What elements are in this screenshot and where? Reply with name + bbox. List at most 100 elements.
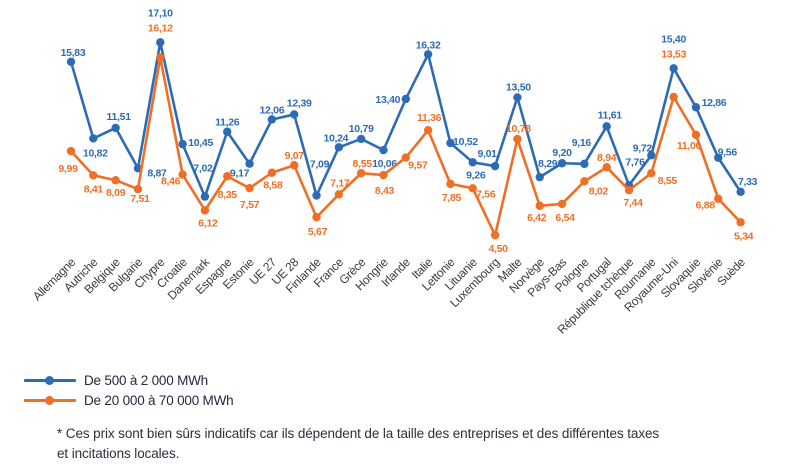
data-point	[66, 57, 76, 67]
data-point	[178, 170, 187, 179]
data-point	[401, 94, 410, 104]
data-label: 9,20	[552, 147, 572, 159]
data-label: 8,46	[161, 176, 181, 188]
data-label: 8,55	[353, 158, 373, 170]
data-label: 8,87	[147, 167, 167, 179]
data-point	[245, 159, 254, 168]
data-point	[557, 199, 567, 209]
data-label: 11,26	[215, 117, 240, 129]
data-label: 7,56	[476, 188, 496, 200]
data-point	[111, 123, 120, 133]
data-label: 9,17	[230, 168, 250, 180]
data-label: 12,86	[702, 97, 727, 109]
data-point	[401, 153, 410, 162]
data-label: 11,51	[107, 111, 132, 123]
data-point	[423, 125, 433, 135]
data-label: 5,67	[308, 226, 328, 238]
data-label: 8,41	[84, 183, 104, 195]
data-label: 10,82	[83, 147, 108, 159]
data-point	[245, 183, 254, 193]
data-point	[647, 168, 656, 178]
data-label: 7,51	[130, 193, 150, 205]
data-point	[446, 138, 455, 148]
series-orange-line: 9,99 8,41 8,09 7,51 16,12 8,46 6,12 8,357,57 8,5…	[58, 22, 754, 255]
data-label: 16,32	[416, 39, 441, 51]
data-point	[356, 168, 366, 178]
data-label: 6,54	[555, 212, 575, 224]
data-point	[714, 194, 723, 203]
data-label: 7,33	[738, 176, 758, 188]
data-point	[334, 190, 344, 199]
data-point	[178, 139, 187, 149]
data-point	[535, 172, 544, 182]
data-point	[535, 201, 544, 210]
data-label: 7,57	[240, 199, 260, 211]
data-point	[580, 159, 589, 169]
data-label: 10,79	[349, 123, 374, 135]
data-point	[736, 218, 745, 227]
data-point	[89, 134, 98, 143]
data-label: 10,45	[188, 137, 213, 149]
data-point	[133, 184, 143, 194]
legend-marker-orange	[24, 393, 76, 408]
data-label: 7,02	[193, 163, 213, 175]
data-label: 8,09	[106, 187, 126, 199]
data-point	[111, 176, 120, 185]
data-point	[223, 172, 232, 181]
data-point	[379, 145, 388, 155]
data-label: 9,99	[58, 163, 78, 175]
data-label: 8,35	[218, 189, 238, 201]
data-label: 10,24	[323, 132, 348, 144]
data-label: 5,34	[734, 230, 754, 242]
legend-label: De 500 à 2 000 MWh	[84, 373, 208, 388]
data-point	[602, 122, 611, 131]
data-label: 9,57	[408, 160, 428, 172]
data-point	[200, 192, 210, 201]
data-label: 10,06	[372, 158, 397, 170]
data-point	[714, 153, 723, 162]
data-point	[513, 93, 522, 102]
price-line-chart: AllemagneAutricheBelgiqueBulgarieChypreC…	[30, 7, 758, 336]
data-label: 6,12	[198, 217, 218, 229]
legend-item-500-2000: De 500 à 2 000 MWh	[24, 373, 233, 388]
legend-marker-blue	[24, 373, 76, 388]
data-label: 7,17	[330, 177, 350, 189]
data-point	[490, 161, 500, 171]
data-label: 9,16	[572, 137, 592, 149]
footnote-line: et incitations locales.	[57, 446, 180, 461]
data-point	[423, 50, 433, 59]
data-point	[490, 230, 500, 240]
data-point	[736, 187, 745, 197]
data-label: 11,06	[677, 140, 702, 152]
data-point	[156, 38, 165, 47]
data-label: 17,10	[148, 7, 173, 19]
data-label: 9,72	[633, 142, 653, 154]
data-label: 13,53	[661, 48, 686, 60]
data-point	[356, 134, 366, 144]
footnote-line: * Ces prix sont bien sûrs indicatifs car…	[57, 426, 660, 441]
data-point	[557, 159, 567, 168]
data-label: 7,76	[625, 156, 645, 168]
data-label: 9,56	[718, 147, 738, 159]
data-label: 9,26	[466, 169, 486, 181]
data-label: 8,29	[538, 158, 558, 170]
data-label: 11,61	[598, 109, 623, 121]
legend-dot-icon	[45, 376, 54, 385]
data-label: 7,09	[310, 159, 330, 171]
data-point	[580, 177, 589, 186]
data-point	[66, 146, 76, 156]
data-label: 10,78	[506, 123, 531, 135]
legend-label: De 20 000 à 70 000 MWh	[84, 393, 234, 408]
data-label: 15,83	[61, 47, 86, 59]
data-label: 16,12	[148, 22, 173, 34]
data-label: 8,55	[658, 175, 678, 187]
data-point	[379, 170, 388, 180]
chart-legend: De 500 à 2 000 MWh De 20 000 à 70 000 MW…	[24, 373, 234, 408]
data-point	[669, 64, 678, 73]
data-label: 12,39	[287, 97, 312, 109]
data-label: 8,43	[375, 185, 395, 197]
data-label: 9,07	[285, 150, 305, 162]
data-point	[691, 130, 701, 139]
data-label: 7,85	[442, 192, 462, 204]
